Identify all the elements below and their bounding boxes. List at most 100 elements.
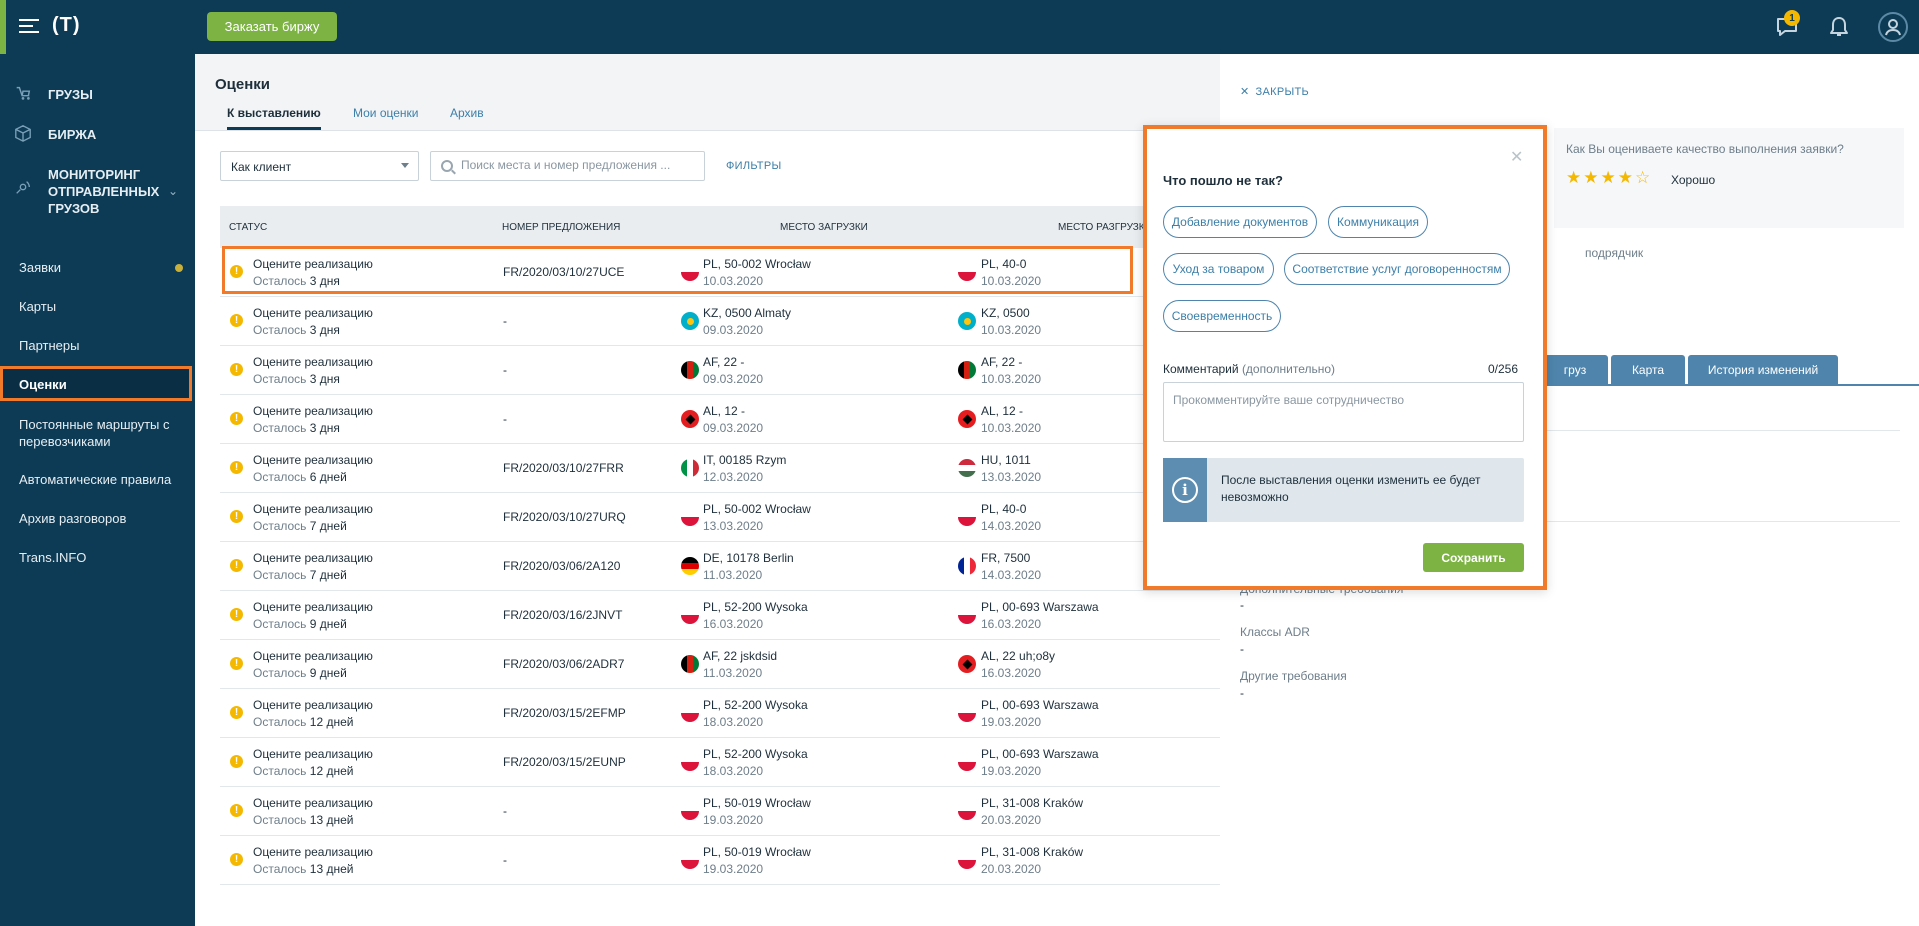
sidebar-item-cargo[interactable]: ГРУЗЫ — [14, 84, 93, 104]
cargo-icon — [14, 84, 34, 104]
col-status[interactable]: СТАТУС — [229, 222, 268, 233]
user-icon[interactable] — [1878, 12, 1908, 42]
table-row[interactable]: ! Оцените реализацию Осталось 3 дня - AL, 12… — [220, 395, 1225, 444]
row-unload-date: 20.03.2020 — [981, 862, 1042, 876]
row-offer-number: FR/2020/03/10/27URQ — [503, 510, 626, 524]
save-button[interactable]: Сохранить — [1423, 543, 1524, 572]
flag-icon — [958, 851, 976, 869]
col-number[interactable]: НОМЕР ПРЕДЛОЖЕНИЯ — [502, 222, 621, 233]
star-filled-icon[interactable]: ★ — [1617, 168, 1635, 187]
tab-archive[interactable]: Архив — [450, 106, 484, 120]
row-remaining: Осталось 12 дней — [253, 764, 353, 778]
row-load-date: 19.03.2020 — [703, 813, 764, 827]
table-row[interactable]: ! Оцените реализацию Осталось 12 дней FR/20… — [220, 689, 1225, 738]
order-exchange-button[interactable]: Заказать биржу — [207, 12, 337, 41]
tab-to-rate[interactable]: К выставлению — [227, 106, 321, 130]
sidebar-item-chat-archive[interactable]: Архив разговоров — [19, 511, 127, 526]
tab-my-ratings[interactable]: Мои оценки — [353, 106, 419, 120]
sidebar-item-requests[interactable]: Заявки — [19, 260, 61, 275]
info-icon: i — [1172, 477, 1198, 503]
row-status: Оцените реализацию — [253, 796, 373, 810]
row-load-place: PL, 52-200 Wysoka — [703, 747, 808, 761]
row-remaining: Осталось 3 дня — [253, 421, 340, 435]
table-row[interactable]: ! Оцените реализацию Осталось 3 дня - KZ, 05… — [220, 297, 1225, 346]
sidebar-item-exchange[interactable]: БИРЖА — [14, 124, 96, 144]
comment-textarea[interactable] — [1163, 382, 1524, 442]
star-filled-icon[interactable]: ★ — [1583, 168, 1601, 187]
flag-icon — [681, 361, 699, 379]
row-offer-number: - — [503, 412, 507, 426]
brand-strip — [0, 0, 6, 54]
sidebar-item-maps[interactable]: Карты — [19, 299, 57, 314]
row-load-place: PL, 50-002 Wrocław — [703, 502, 811, 516]
flag-icon — [681, 557, 699, 575]
warning-icon: ! — [230, 755, 243, 768]
row-unload-date: 16.03.2020 — [981, 617, 1042, 631]
table-row[interactable]: ! Оцените реализацию Осталось 12 дней FR/20… — [220, 738, 1225, 787]
table-row[interactable]: ! Оцените реализацию Осталось 9 дней FR/202… — [220, 640, 1225, 689]
chip-communication[interactable]: Коммуникация — [1328, 206, 1428, 238]
row-offer-number: FR/2020/03/06/2A120 — [503, 559, 621, 573]
row-remaining: Осталось 7 дней — [253, 519, 347, 533]
row-offer-number: - — [503, 804, 507, 818]
rating-stars[interactable]: ★★★★☆ — [1566, 168, 1652, 188]
row-status: Оцените реализацию — [253, 306, 373, 320]
sidebar-item-partners[interactable]: Партнеры — [19, 338, 80, 353]
row-unload-date: 10.03.2020 — [981, 372, 1042, 386]
table-row[interactable]: ! Оцените реализацию Осталось 9 дней FR/202… — [220, 591, 1225, 640]
star-filled-icon[interactable]: ★ — [1600, 168, 1618, 187]
sidebar-item-monitoring[interactable]: МОНИТОРИНГ ОТПРАВЛЕННЫХ ГРУЗОВ — [14, 166, 184, 217]
table-row[interactable]: ! Оцените реализацию Осталось 3 дня FR/2020… — [220, 248, 1225, 297]
tab-map[interactable]: Карта — [1611, 355, 1685, 384]
search-input[interactable] — [461, 158, 696, 172]
chip-documents[interactable]: Добавление документов — [1163, 206, 1317, 238]
search-box[interactable] — [430, 151, 705, 181]
close-panel-link[interactable]: ✕ ЗАКРЫТЬ — [1240, 85, 1309, 98]
menu-icon[interactable] — [19, 19, 39, 34]
star-filled-icon[interactable]: ★ — [1566, 168, 1584, 187]
close-icon[interactable]: ✕ — [1510, 149, 1524, 166]
table-row[interactable]: ! Оцените реализацию Осталось 7 дней FR/202… — [220, 493, 1225, 542]
role-select[interactable]: Как клиент — [220, 151, 419, 181]
col-load[interactable]: МЕСТО ЗАГРУЗКИ — [780, 222, 868, 233]
table-row[interactable]: ! Оцените реализацию Осталось 7 дней FR/202… — [220, 542, 1225, 591]
table-row[interactable]: ! Оцените реализацию Осталось 13 дней - PL, … — [220, 836, 1225, 885]
chip-service-compliance[interactable]: Соответствие услуг договоренностям — [1284, 253, 1510, 285]
col-unload[interactable]: МЕСТО РАЗГРУЗКИ — [1058, 222, 1152, 233]
row-remaining-value: 9 дней — [309, 666, 347, 680]
flag-icon — [958, 753, 976, 771]
role-select-value: Как клиент — [231, 160, 292, 174]
sidebar: ГРУЗЫ БИРЖА ⌄ МОНИТОРИНГ ОТПРАВЛЕННЫХ ГР… — [0, 54, 195, 926]
close-icon: ✕ — [1240, 86, 1250, 98]
table-row[interactable]: ! Оцените реализацию Осталось 13 дней - PL, … — [220, 787, 1225, 836]
chip-timeliness[interactable]: Своевременность — [1163, 300, 1281, 332]
sidebar-item-ratings[interactable]: Оценки — [19, 377, 67, 392]
star-empty-icon[interactable]: ☆ — [1635, 168, 1653, 187]
sidebar-item-transinfo[interactable]: Trans.INFO — [19, 550, 87, 565]
table-row[interactable]: ! Оцените реализацию Осталось 3 дня - AF, 22… — [220, 346, 1225, 395]
row-remaining-label: Осталось — [253, 764, 307, 778]
tab-cargo[interactable]: груз — [1542, 355, 1608, 384]
logo[interactable]: (T) — [52, 14, 81, 36]
row-remaining: Осталось 13 дней — [253, 862, 353, 876]
search-icon — [441, 160, 453, 172]
info-icon-block: i — [1163, 458, 1207, 522]
sidebar-item-routes[interactable]: Постоянные маршруты с перевозчиками — [19, 417, 170, 449]
tab-history[interactable]: История изменений — [1688, 355, 1838, 384]
row-load-date: 09.03.2020 — [703, 323, 764, 337]
flag-icon — [681, 459, 699, 477]
row-remaining: Осталось 7 дней — [253, 568, 347, 582]
modal-title: Что пошло не так? — [1163, 173, 1283, 188]
chip-cargo-care[interactable]: Уход за товаром — [1163, 253, 1274, 285]
filters-link[interactable]: ФИЛЬТРЫ — [726, 160, 782, 172]
table-body: ! Оцените реализацию Осталось 3 дня FR/2020… — [220, 248, 1225, 885]
bell-icon[interactable] — [1826, 14, 1852, 40]
table-row[interactable]: ! Оцените реализацию Осталось 6 дней FR/202… — [220, 444, 1225, 493]
row-remaining-value: 12 дней — [309, 764, 354, 778]
chevron-down-icon[interactable]: ⌄ — [168, 184, 179, 198]
row-unload-place: FR, 7500 — [981, 551, 1031, 565]
row-load-date: 10.03.2020 — [703, 274, 764, 288]
flag-icon — [958, 361, 976, 379]
row-load-place: PL, 52-200 Wysoka — [703, 600, 808, 614]
sidebar-item-rules[interactable]: Автоматические правила — [19, 472, 172, 487]
